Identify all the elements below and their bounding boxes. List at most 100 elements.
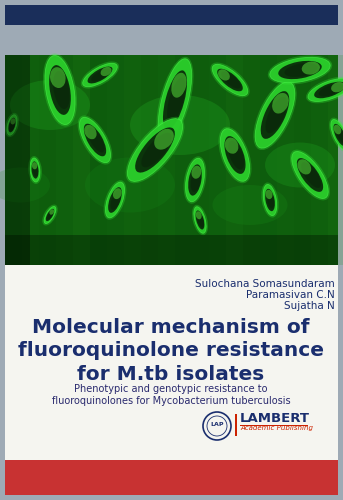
Ellipse shape — [45, 56, 75, 124]
Ellipse shape — [331, 82, 343, 92]
Text: Molecular mechanism of
fluoroquinolone resistance
for M.tb isolates: Molecular mechanism of fluoroquinolone r… — [18, 318, 324, 384]
Text: Paramasivan C.N: Paramasivan C.N — [246, 290, 335, 300]
Text: LAMBERT: LAMBERT — [240, 412, 310, 424]
Ellipse shape — [191, 168, 201, 192]
Ellipse shape — [33, 164, 38, 176]
Ellipse shape — [8, 118, 16, 132]
Ellipse shape — [292, 152, 328, 198]
Ellipse shape — [221, 72, 241, 88]
Ellipse shape — [220, 128, 250, 182]
Ellipse shape — [171, 73, 187, 98]
Ellipse shape — [49, 210, 54, 214]
Ellipse shape — [154, 129, 174, 150]
Ellipse shape — [7, 115, 17, 135]
Bar — [192, 55, 209, 265]
Ellipse shape — [285, 63, 318, 77]
Ellipse shape — [306, 76, 343, 104]
Ellipse shape — [191, 166, 201, 179]
Bar — [294, 55, 311, 265]
Ellipse shape — [47, 210, 54, 220]
Ellipse shape — [87, 128, 105, 152]
Ellipse shape — [188, 164, 202, 196]
Ellipse shape — [212, 64, 248, 96]
Ellipse shape — [5, 113, 19, 137]
Bar — [311, 55, 328, 265]
Ellipse shape — [334, 124, 341, 134]
Ellipse shape — [265, 189, 275, 211]
Ellipse shape — [43, 54, 77, 127]
Ellipse shape — [32, 162, 37, 170]
Ellipse shape — [263, 184, 277, 216]
Ellipse shape — [333, 124, 343, 146]
Ellipse shape — [335, 126, 343, 144]
Ellipse shape — [126, 116, 185, 184]
Ellipse shape — [85, 158, 175, 212]
Bar — [90, 55, 107, 265]
Bar — [209, 55, 226, 265]
Ellipse shape — [113, 188, 122, 199]
Bar — [5, 55, 338, 265]
Bar — [158, 55, 175, 265]
Ellipse shape — [46, 209, 54, 221]
Ellipse shape — [225, 138, 238, 154]
Ellipse shape — [270, 58, 330, 82]
Ellipse shape — [213, 185, 287, 225]
Ellipse shape — [278, 61, 322, 79]
Ellipse shape — [42, 204, 58, 226]
Ellipse shape — [10, 120, 15, 130]
Ellipse shape — [78, 116, 113, 164]
Bar — [22, 55, 39, 265]
Ellipse shape — [186, 158, 204, 202]
Ellipse shape — [314, 82, 343, 98]
Ellipse shape — [297, 159, 311, 174]
Ellipse shape — [10, 80, 90, 130]
Ellipse shape — [261, 182, 279, 218]
Bar — [260, 55, 277, 265]
Text: Sulochana Somasundaram: Sulochana Somasundaram — [195, 279, 335, 289]
Ellipse shape — [210, 62, 250, 98]
Ellipse shape — [192, 205, 208, 235]
Ellipse shape — [44, 206, 56, 224]
Ellipse shape — [50, 67, 66, 88]
Bar — [141, 55, 158, 265]
Ellipse shape — [184, 156, 206, 204]
Ellipse shape — [156, 57, 193, 143]
Ellipse shape — [297, 158, 323, 192]
Ellipse shape — [194, 206, 206, 234]
Ellipse shape — [290, 150, 330, 200]
Ellipse shape — [265, 190, 273, 199]
Ellipse shape — [217, 68, 243, 92]
Bar — [39, 55, 56, 265]
Ellipse shape — [32, 162, 38, 178]
Ellipse shape — [196, 211, 202, 220]
Ellipse shape — [105, 182, 125, 218]
Bar — [5, 460, 338, 495]
Ellipse shape — [308, 78, 343, 102]
Ellipse shape — [265, 97, 287, 133]
Ellipse shape — [84, 124, 106, 156]
Ellipse shape — [218, 70, 230, 80]
Ellipse shape — [81, 62, 119, 88]
Bar — [5, 235, 338, 265]
Ellipse shape — [84, 125, 97, 139]
Text: Phenotypic and genotypic resistance to
fluoroquinolones for Mycobacterium tuberc: Phenotypic and genotypic resistance to f… — [52, 384, 290, 406]
Ellipse shape — [302, 62, 320, 74]
Ellipse shape — [197, 212, 204, 228]
Bar — [5, 5, 338, 25]
Ellipse shape — [158, 59, 192, 141]
Ellipse shape — [167, 78, 186, 122]
Ellipse shape — [87, 66, 113, 84]
Ellipse shape — [261, 91, 289, 139]
Ellipse shape — [83, 64, 117, 86]
Ellipse shape — [329, 118, 343, 152]
Ellipse shape — [28, 156, 42, 184]
Ellipse shape — [224, 136, 246, 174]
Bar — [175, 55, 192, 265]
Text: LAP: LAP — [210, 422, 224, 426]
Ellipse shape — [49, 65, 71, 115]
Ellipse shape — [80, 118, 110, 162]
Ellipse shape — [331, 120, 343, 150]
Bar — [5, 55, 22, 265]
Ellipse shape — [319, 84, 343, 96]
Ellipse shape — [196, 210, 204, 230]
